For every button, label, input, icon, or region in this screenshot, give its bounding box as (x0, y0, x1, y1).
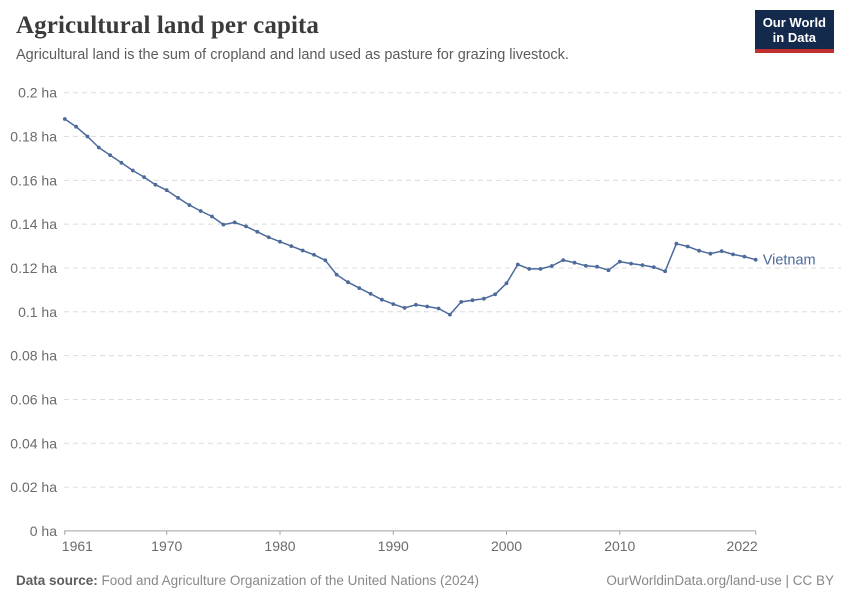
data-point-marker (164, 188, 169, 193)
x-tick-label: 1990 (378, 538, 409, 554)
x-tick-label: 1980 (264, 538, 295, 554)
data-point-marker (232, 220, 237, 225)
y-tick-label: 0.02 ha (10, 479, 57, 495)
page-title: Agricultural land per capita (16, 12, 320, 39)
data-point-marker (674, 241, 679, 246)
data-point-marker (583, 263, 588, 268)
y-tick-label: 0 ha (30, 523, 57, 539)
data-point-marker (629, 261, 633, 266)
data-point-marker (742, 254, 747, 259)
data-point-marker (414, 302, 418, 307)
data-point-marker (255, 229, 260, 234)
data-point-marker (96, 145, 101, 150)
data-point-marker (538, 267, 543, 271)
data-source-label: Data source: (16, 573, 98, 588)
data-point-marker (334, 272, 339, 277)
chart-footer: Data source: Food and Agriculture Organi… (16, 573, 834, 588)
data-point-marker (753, 257, 758, 262)
data-point-marker (153, 182, 158, 187)
owid-logo[interactable]: Our World in Data (754, 10, 834, 53)
data-point-marker (312, 252, 316, 257)
y-tick-label: 0.14 ha (10, 216, 57, 232)
license-link[interactable]: CC BY (792, 573, 834, 588)
y-tick-label: 0.12 ha (10, 260, 57, 276)
y-tick-label: 0.04 ha (10, 435, 57, 451)
x-tick-label: 2022 (727, 538, 758, 554)
data-source-value: Food and Agriculture Organization of the… (97, 573, 480, 588)
data-point-marker (187, 203, 192, 208)
data-point-marker (368, 291, 373, 296)
data-point-marker (62, 117, 67, 121)
footer-separator: | (781, 573, 793, 588)
series-end-label[interactable]: Vietnam (763, 253, 816, 269)
data-point-marker (685, 244, 690, 249)
y-tick-label: 0.18 ha (10, 129, 57, 145)
data-point-marker (289, 244, 294, 249)
chart-subtitle: Agricultural land is the sum of cropland… (16, 47, 569, 63)
series-line-vietnam[interactable] (64, 118, 756, 316)
owid-logo-line1: Our World (762, 15, 826, 30)
data-point-marker (572, 260, 577, 265)
data-point-marker (266, 235, 271, 240)
data-point-marker (346, 280, 350, 285)
data-point-marker (561, 258, 566, 262)
y-tick-label: 0.2 ha (18, 85, 57, 101)
owid-url-link[interactable]: OurWorldinData.org/land-use (606, 573, 782, 588)
data-point-marker (198, 209, 203, 213)
data-point-marker (697, 248, 701, 253)
data-point-marker (425, 304, 430, 309)
data-point-marker (85, 134, 90, 139)
x-tick-label: 1970 (151, 538, 182, 554)
x-tick-label: 1961 (62, 538, 93, 554)
data-point-marker (130, 168, 135, 173)
x-tick-label: 2000 (491, 538, 522, 554)
data-point-marker (663, 269, 667, 274)
data-point-marker (300, 248, 305, 253)
data-point-marker (651, 265, 656, 269)
data-point-marker (74, 124, 78, 129)
data-point-marker (357, 286, 362, 290)
data-point-marker (731, 252, 735, 257)
data-point-marker (617, 259, 622, 264)
data-point-marker (640, 263, 645, 267)
data-point-marker (278, 239, 282, 244)
data-point-marker (459, 300, 464, 304)
data-point-marker (719, 249, 724, 254)
data-point-marker (493, 292, 498, 297)
y-tick-label: 0.1 ha (18, 304, 57, 320)
data-source: Data source: Food and Agriculture Organi… (16, 573, 479, 588)
y-tick-label: 0.06 ha (10, 391, 57, 407)
data-point-marker (221, 222, 226, 227)
data-point-marker (108, 153, 112, 158)
footer-links: OurWorldinData.org/land-use | CC BY (606, 573, 834, 588)
data-point-marker (549, 264, 554, 268)
data-point-marker (323, 258, 328, 263)
chart-header: Agricultural land per capita Agricultura… (16, 12, 569, 63)
x-tick-label: 2010 (604, 538, 635, 554)
data-point-marker (482, 296, 486, 301)
data-point-marker (448, 312, 452, 317)
data-point-marker (210, 214, 214, 219)
data-point-marker (527, 267, 532, 271)
y-tick-label: 0.08 ha (10, 348, 57, 364)
data-point-marker (515, 262, 520, 267)
data-point-marker (176, 196, 181, 200)
data-point-marker (708, 251, 713, 256)
y-tick-label: 0.16 ha (10, 172, 57, 188)
owid-logo-line2: in Data (772, 30, 817, 45)
data-point-marker (119, 160, 124, 165)
data-point-marker (436, 306, 441, 311)
data-point-marker (470, 298, 475, 303)
data-point-marker (595, 264, 599, 269)
data-point-marker (244, 224, 248, 229)
data-point-marker (402, 306, 407, 310)
data-point-marker (391, 302, 396, 306)
data-point-marker (142, 175, 147, 180)
data-point-marker (504, 281, 509, 286)
data-point-marker (380, 297, 384, 302)
data-point-marker (606, 268, 611, 273)
